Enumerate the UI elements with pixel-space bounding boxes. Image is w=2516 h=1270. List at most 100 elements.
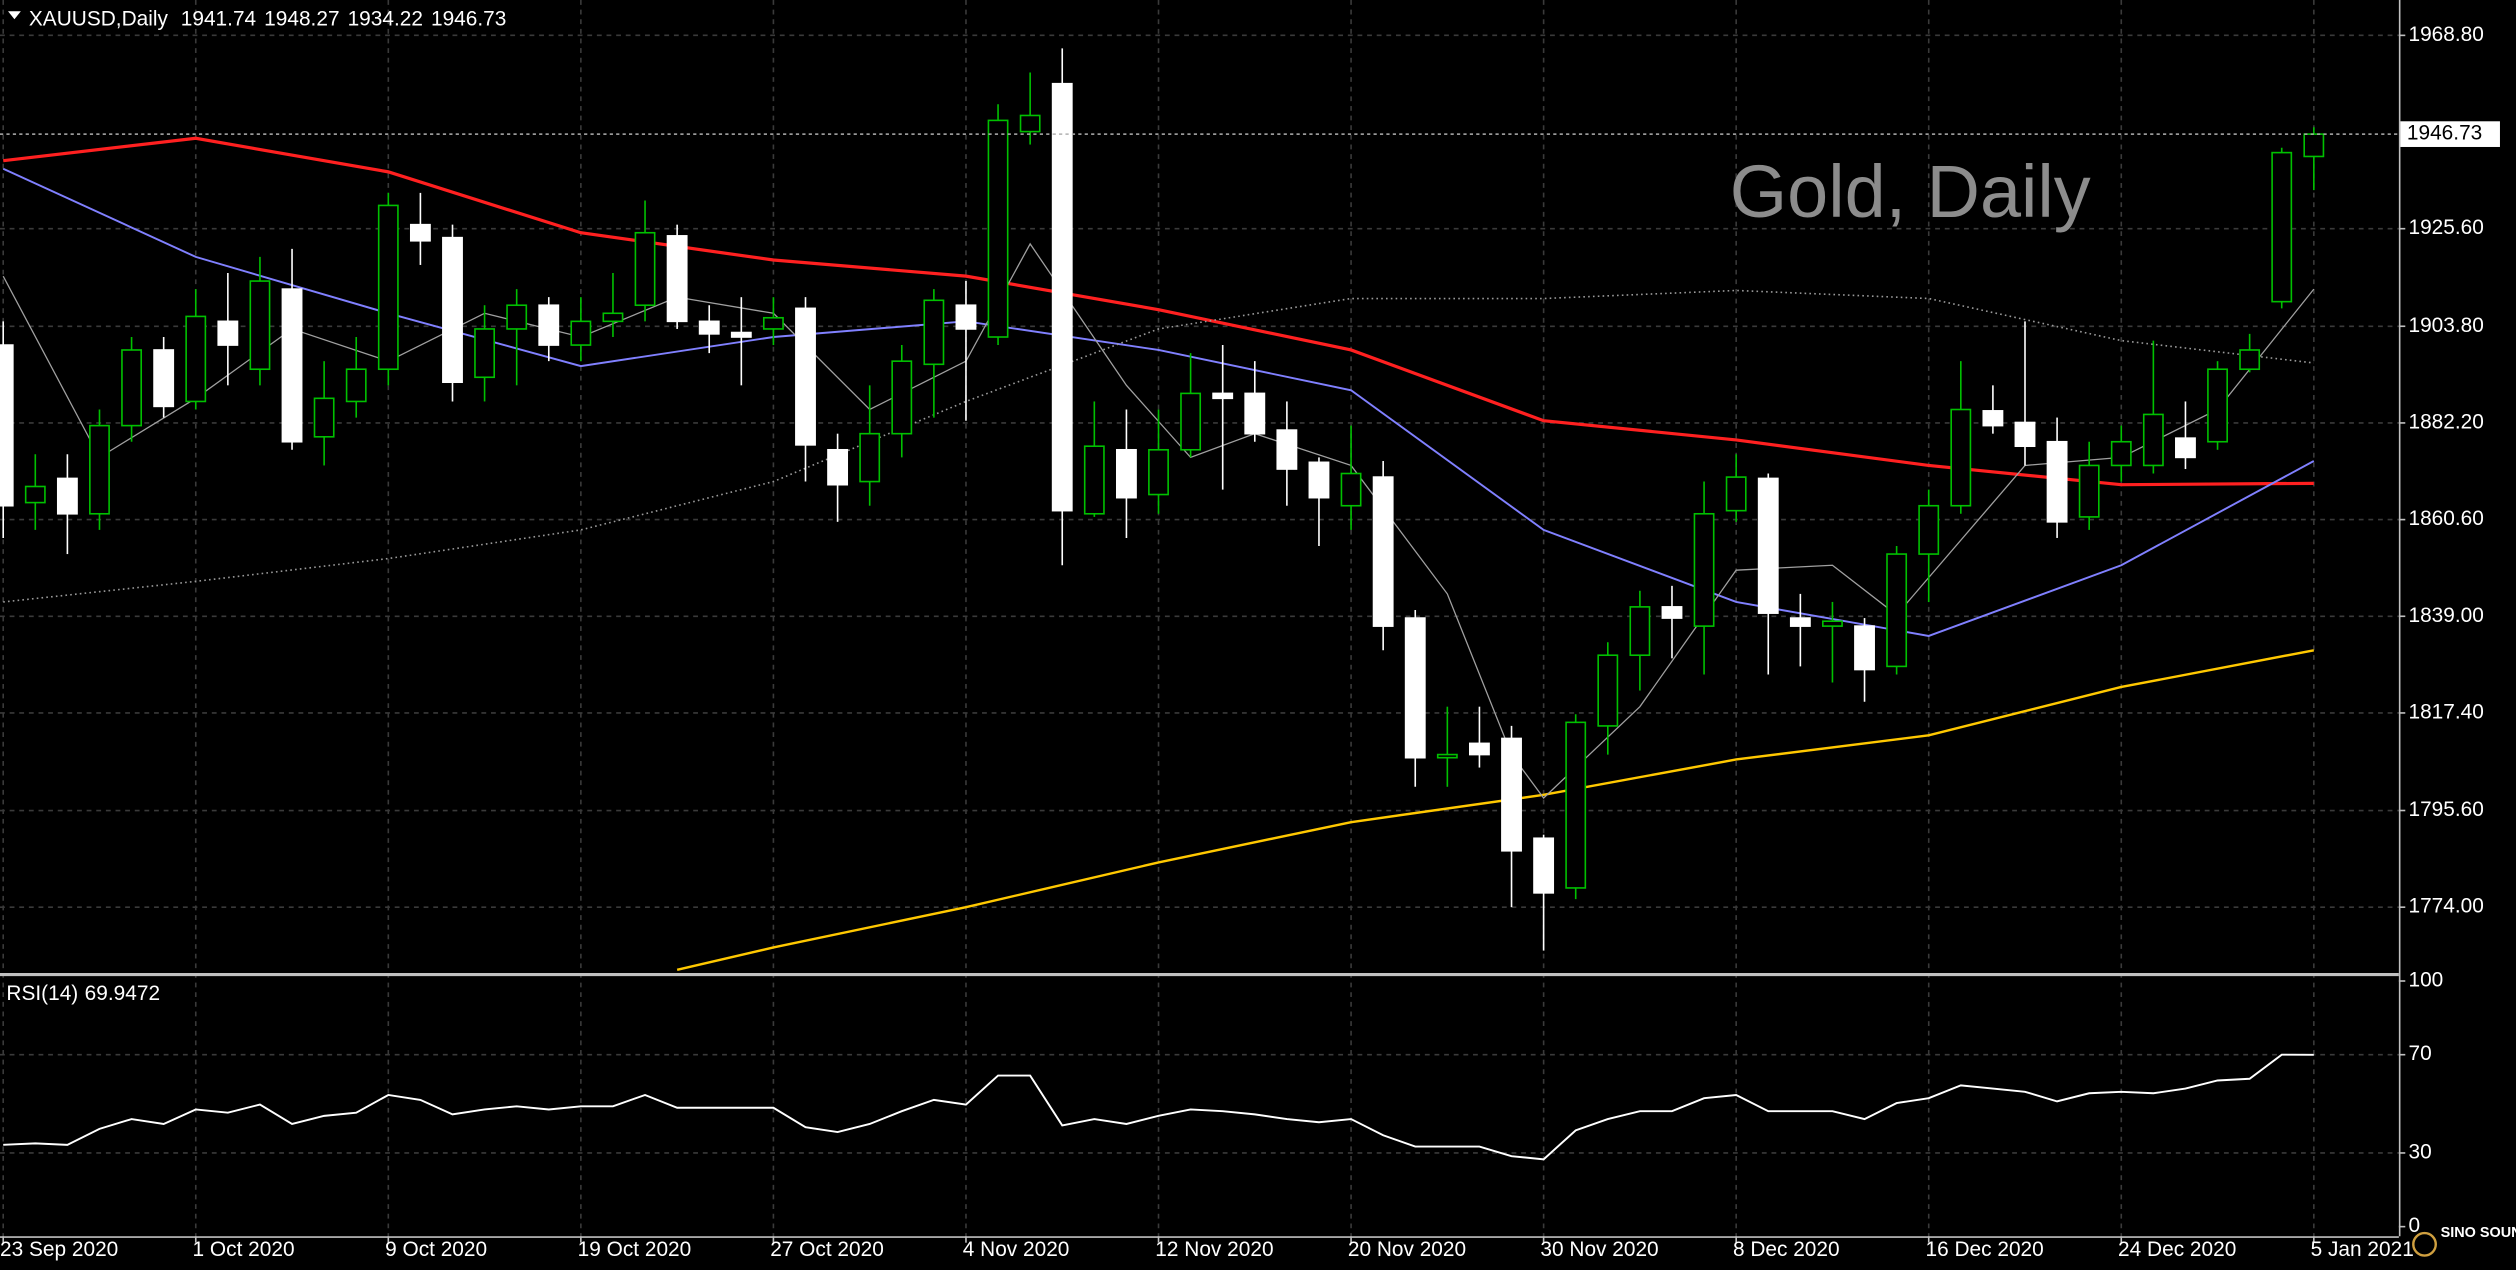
candle-body [1501,737,1522,852]
y-tick-label: 1925.60 [2408,216,2483,239]
candle-body [955,304,977,330]
candle-body [2078,464,2100,518]
candle-body [987,119,1009,338]
rsi-pane [3,1053,2314,1161]
candle-body [1757,477,1779,614]
candle-body [89,424,110,515]
rsi-tick-label: 0 [2408,1214,2420,1237]
x-tick-label: 5 Jan 2021 [2311,1238,2414,1261]
candle-body [1629,606,1651,657]
y-tick-label: 1839.00 [2408,604,2483,627]
chart-title: XAUUSD,Daily [29,7,169,30]
candle-body [827,448,849,486]
candle-body [666,235,688,323]
candle-body [1148,448,1169,496]
candle-body [859,432,881,483]
candle-body [1886,553,1908,668]
y-tick-label: 1795.60 [2408,798,2483,821]
y-tick-label: 1968.80 [2408,23,2483,46]
candle-body [698,320,720,335]
candle-body [377,204,399,371]
y-tick-label: 1817.40 [2408,700,2483,723]
x-tick-label: 4 Nov 2020 [963,1238,1070,1261]
candle-body [2271,151,2293,303]
price-pane [0,48,2399,972]
rsi-title: RSI(14) [6,981,78,1004]
candle-body [2110,440,2132,467]
candle-body [1469,742,1490,756]
candle-body [1661,606,1683,619]
candle-body [153,349,175,408]
x-tick-label: 30 Nov 2020 [1540,1238,1658,1261]
candle-body [506,304,528,330]
candle-body [762,316,784,330]
x-tick-label: 1 Oct 2020 [193,1238,295,1261]
candle-body [1436,753,1458,759]
candle-body [1918,504,1940,555]
candle-body [281,288,303,443]
rsi-header: RSI(14) 69.9472 [6,981,160,1004]
candle-body [1854,625,1875,671]
candle-body [570,320,592,346]
candle-body [923,299,945,366]
candle-body [313,397,335,438]
candle-body [1950,408,1972,507]
candle-body [602,312,624,323]
rsi-tick-label: 70 [2408,1042,2431,1065]
x-tick-label: 20 Nov 2020 [1348,1238,1466,1261]
candle-body [2046,440,2068,523]
candle-body [474,328,496,379]
x-tick-label: 16 Dec 2020 [1926,1238,2044,1261]
rsi-value: 69.9472 [85,981,160,1004]
x-tick-label: 23 Sep 2020 [0,1238,118,1261]
candle-body [1083,445,1105,515]
watermark: Gold, Daily [1730,150,2091,233]
candle-body [1115,448,1137,499]
rsi-tick-label: 30 [2408,1140,2431,1163]
candle-body [1276,429,1298,470]
candle-body [1051,82,1073,512]
candle-body [56,477,78,515]
candle-body [2014,421,2036,448]
candle-body [1533,837,1555,894]
candle-body [1822,620,1843,627]
candle-body [1597,654,1619,727]
candle-body [2303,133,2325,158]
candle-body [1180,392,1202,451]
candle-body [1244,392,1266,435]
close-value: 1946.73 [431,7,506,30]
candle-body [2207,368,2228,443]
current-price-box [2400,121,2500,147]
rsi-line [3,1053,2314,1161]
current-price-label: 1946.73 [2407,122,2482,145]
candle-body [1308,461,1330,499]
candle-body [442,236,463,384]
candle-body [1789,617,1811,627]
x-tick-label: 27 Oct 2020 [770,1238,884,1261]
candle-body [1693,512,1715,627]
candle-body [538,304,560,346]
candle-body [185,315,207,403]
candle-body [217,320,239,346]
chart-header: XAUUSD,Daily 1941.74 1948.27 1934.22 1946.73 [29,7,506,30]
x-tick-label: 8 Dec 2020 [1733,1238,1840,1261]
candle-body [121,349,143,427]
candle-body [730,331,752,338]
moving-average [3,136,2314,487]
candle-body [0,344,14,507]
y-tick-label: 1860.60 [2408,507,2483,530]
moving-average [3,289,2314,603]
candle-body [249,280,271,371]
candle-body [345,368,367,403]
candle-body [634,231,656,307]
x-tick-label: 12 Nov 2020 [1155,1238,1273,1261]
candle-body [1019,114,1041,133]
logo-text: SINO SOUND [2441,1225,2516,1241]
candle-body [1982,410,2004,427]
candle-body [1372,476,1394,627]
low-value: 1934.22 [348,7,423,30]
collapse-arrow[interactable] [8,11,21,20]
